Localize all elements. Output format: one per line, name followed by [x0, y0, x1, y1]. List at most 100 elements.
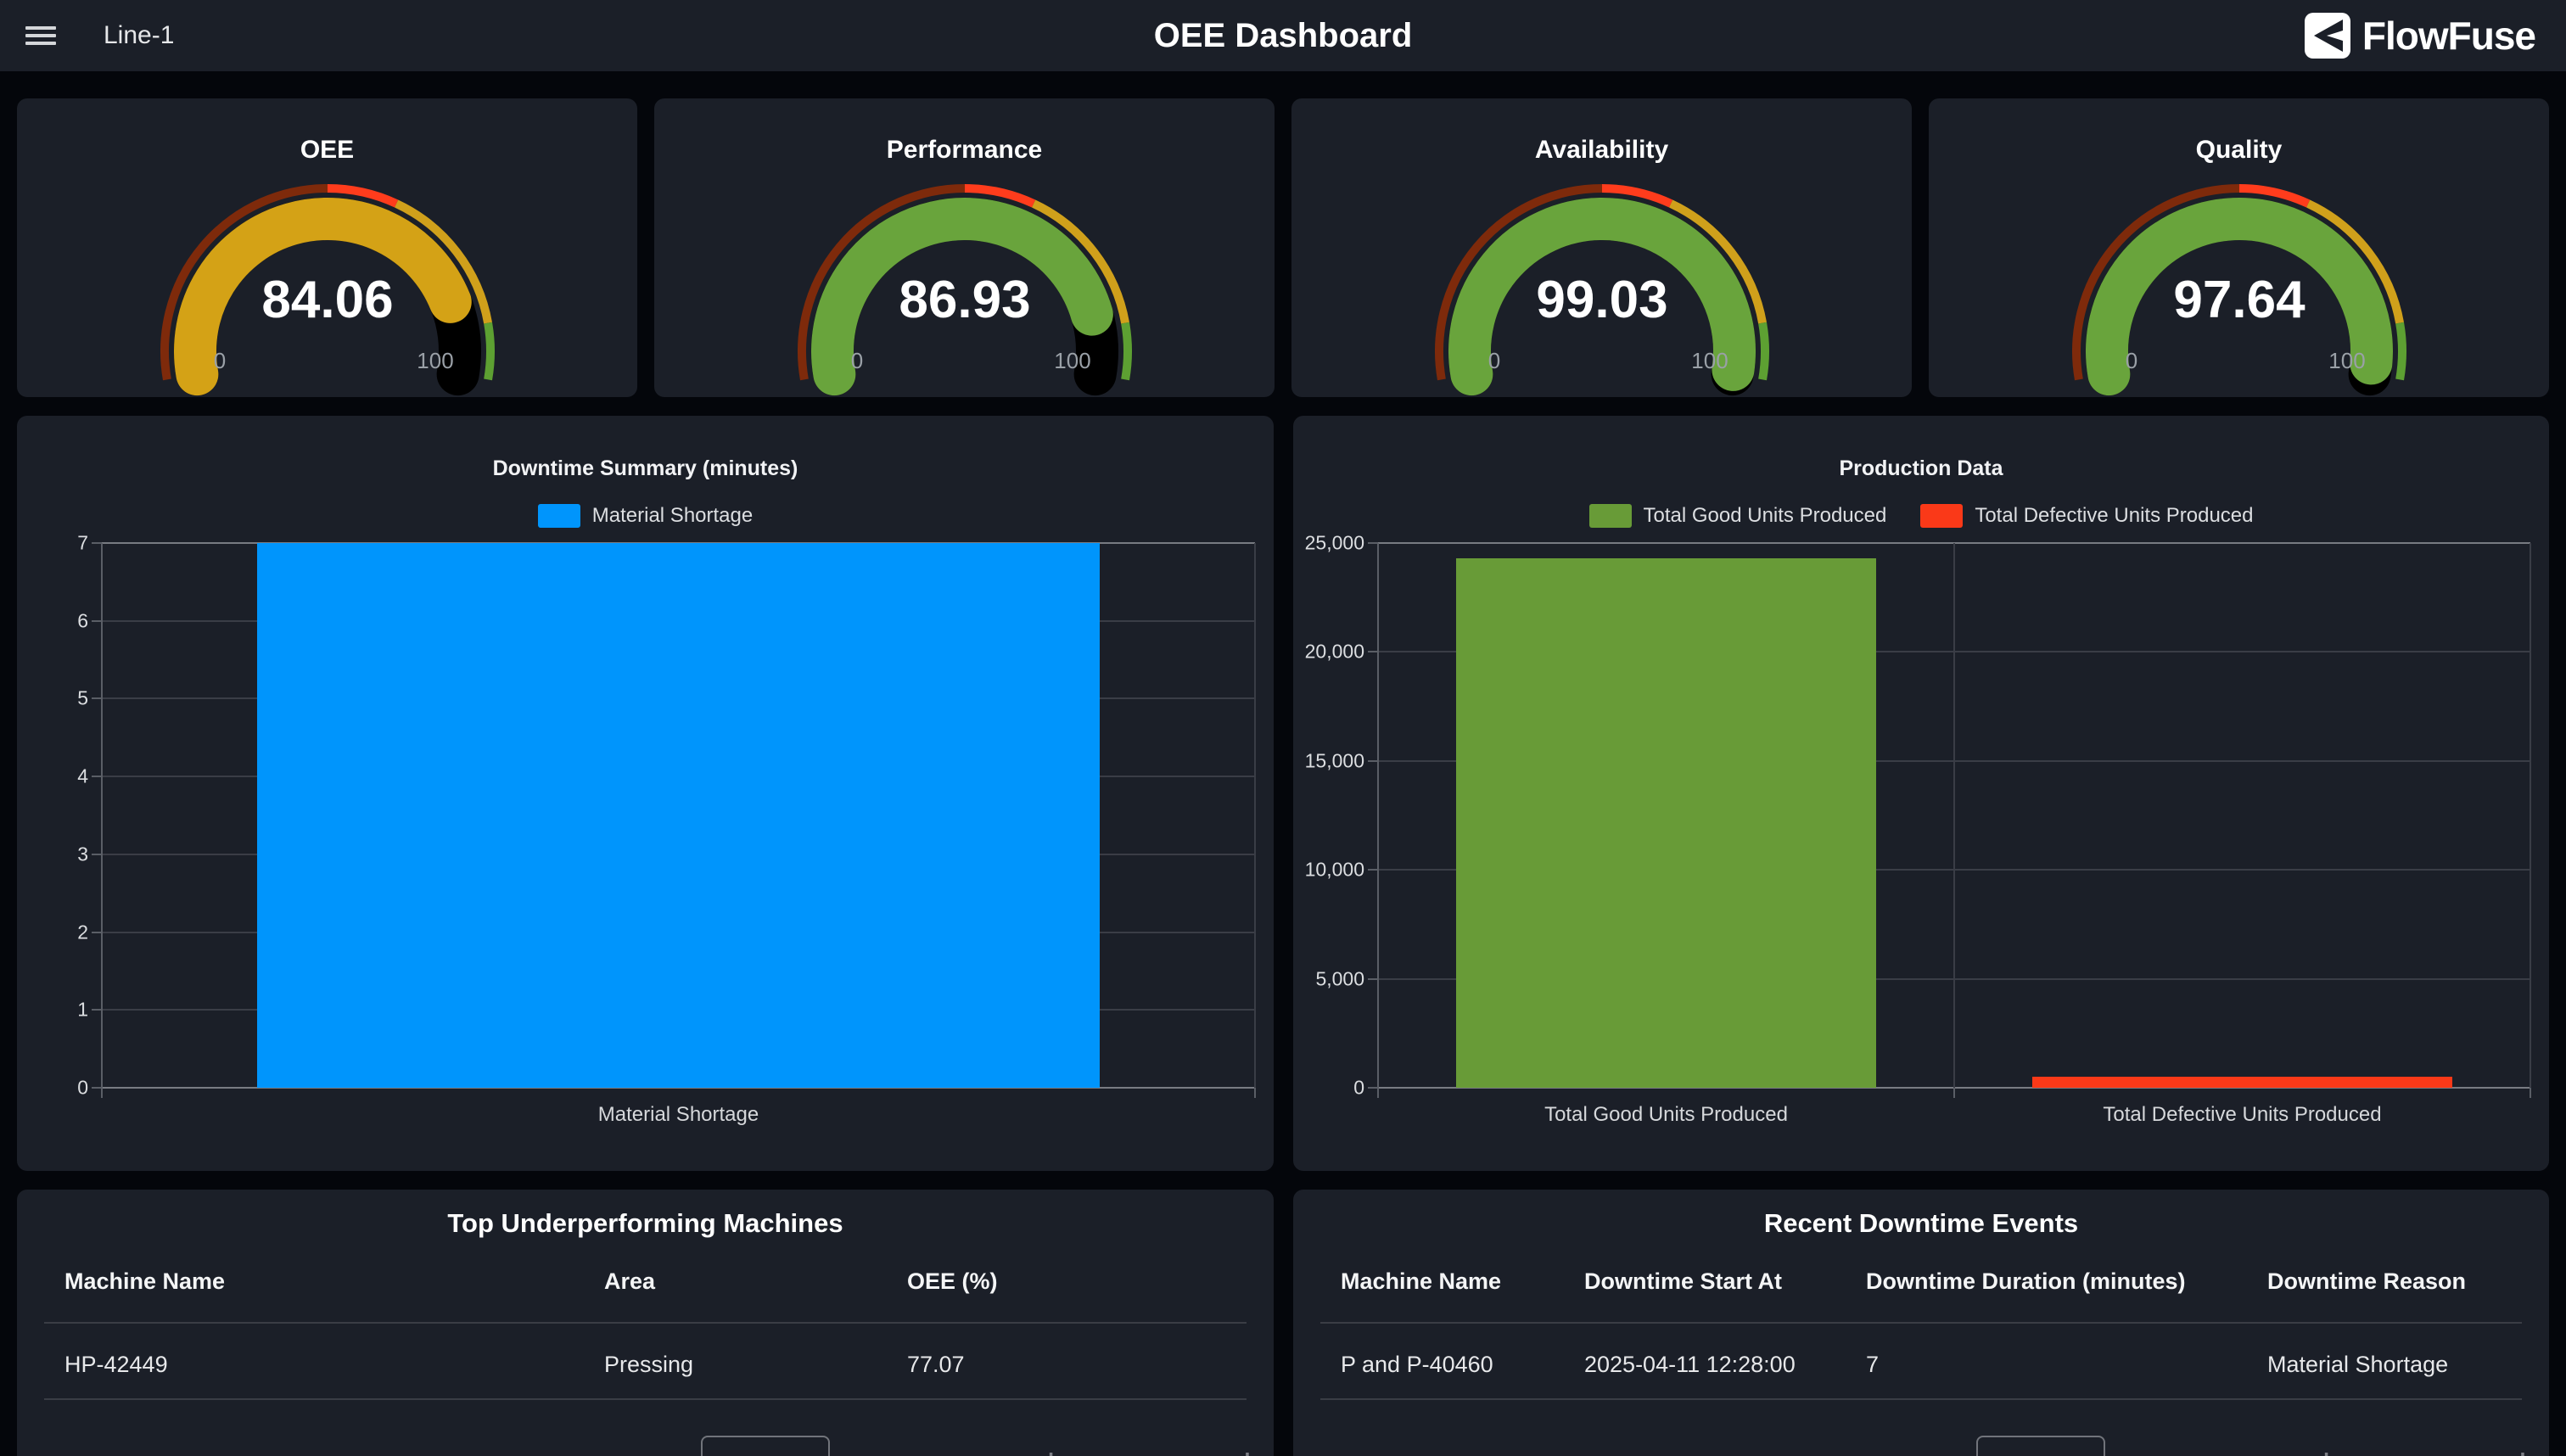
gauge-max-label: 100: [2328, 348, 2365, 373]
gauge-max-label: 100: [1054, 348, 1090, 373]
y-tick-icon: [92, 931, 102, 933]
y-tick-icon: [92, 1009, 102, 1011]
gauge-value: 97.64: [2173, 271, 2305, 329]
bar-material-shortage[interactable]: [257, 543, 1100, 1088]
table-cell: 77.07: [907, 1352, 965, 1377]
divider: [44, 1322, 1247, 1324]
x-gridline: [1254, 543, 1256, 1088]
table-cell: 2025-04-11 12:28:00: [1584, 1352, 1796, 1377]
page-size-select[interactable]: 5: [1976, 1436, 2106, 1456]
gauge-title: Performance: [886, 136, 1043, 164]
gauge-zone: [394, 199, 492, 324]
page-range-label: 1-1 of 1: [2186, 1455, 2261, 1456]
x-tick-icon: [1377, 1088, 1379, 1098]
column-header-downtime-reason: Downtime Reason: [2267, 1268, 2467, 1294]
page-size-select[interactable]: 5: [701, 1436, 831, 1456]
legend-label: Material Shortage: [591, 504, 754, 527]
gauge-value: 86.93: [899, 271, 1030, 329]
y-tick-icon: [92, 542, 102, 544]
table-row[interactable]: HP-42449 Pressing 77.07: [64, 1344, 1248, 1385]
legend-label: Total Defective Units Produced: [1975, 504, 2254, 527]
legend-item[interactable]: Total Defective Units Produced: [1920, 504, 2254, 528]
x-category-label: Material Shortage: [597, 1103, 759, 1126]
gauge-title: Quality: [2195, 136, 2283, 164]
y-gridline: [102, 1087, 1255, 1089]
brand-logo: FlowFuse: [2304, 13, 2536, 59]
gauge-zone: [2305, 199, 2404, 324]
y-tick-icon: [92, 697, 102, 700]
gauge-value-arc: [810, 198, 1113, 396]
x-tick-icon: [101, 1088, 103, 1098]
plot-area: 0 5,000 10,000 15,000 20,000 25,000 Total Good…: [1305, 532, 2531, 1126]
gauge-value: 99.03: [1536, 271, 1667, 329]
gauge-min-label: 0: [850, 348, 862, 373]
table-row[interactable]: P and P-40460 2025-04-11 12:28:00 7 Materia…: [1341, 1344, 2524, 1385]
table-header-row: Machine Name Downtime Start At Downtime Du…: [1341, 1261, 2524, 1302]
legend-swatch-icon: [1588, 504, 1632, 528]
y-tick-label: 20,000: [1304, 640, 1364, 663]
gauge-max-label: 100: [1691, 348, 1728, 373]
gauge-zone: [797, 184, 965, 381]
gauge-card-quality: Quality 97.64 0 100: [1929, 98, 2549, 397]
last-page-icon[interactable]: ›|: [1227, 1436, 1253, 1456]
bar-total-defective-units-produced[interactable]: [2031, 1077, 2453, 1088]
next-page-icon[interactable]: ›: [2446, 1436, 2460, 1456]
divider: [1320, 1398, 2522, 1400]
divider: [1320, 1322, 2522, 1324]
gauge-title: OEE: [300, 136, 355, 164]
brand-name: FlowFuse: [2362, 14, 2536, 58]
column-header-downtime-start-at: Downtime Start At: [1584, 1268, 1783, 1294]
legend-item[interactable]: Material Shortage: [537, 504, 754, 528]
x-gridline: [2530, 543, 2531, 1088]
gauge-min-label: 0: [2125, 348, 2137, 373]
previous-page-icon[interactable]: ‹: [1113, 1436, 1128, 1456]
page-size-value: 5: [728, 1437, 741, 1456]
gauge-card-performance: Performance 86.93 0 100: [654, 98, 1275, 397]
column-header-machine-name: Machine Name: [1341, 1268, 1502, 1294]
page-size-value: 5: [2003, 1437, 2016, 1456]
flowfuse-icon: [2304, 13, 2350, 59]
gauge-min-label: 0: [213, 348, 225, 373]
gauge-title: Availability: [1534, 136, 1669, 164]
menu-icon[interactable]: [25, 19, 59, 53]
gauge-value-arc: [2085, 198, 2393, 396]
plot-area: 0 1 2 3 4 5 6 7 Material Shortage: [77, 532, 1256, 1126]
gauge-zone: [964, 184, 1035, 208]
y-tick-label: 2: [77, 921, 88, 944]
gauge-value-arc: [173, 198, 472, 396]
previous-page-icon[interactable]: ‹: [2389, 1436, 2403, 1456]
legend-swatch-icon: [1920, 504, 1964, 528]
first-page-icon[interactable]: |‹: [1045, 1436, 1072, 1456]
table-title: Top Underperforming Machines: [447, 1208, 843, 1238]
y-tick-label: 0: [1353, 1076, 1364, 1099]
column-header-area: Area: [604, 1268, 656, 1294]
column-header-downtime-duration-minutes: Downtime Duration (minutes): [1866, 1268, 2186, 1294]
oee-gauge: 84.06 0 100: [160, 184, 495, 396]
nav-page-label[interactable]: Line-1: [104, 21, 175, 49]
items-per-page-label: Items per page:: [1801, 1455, 1955, 1456]
table-header-row: Machine Name Area OEE (%): [64, 1261, 1248, 1302]
x-tick-icon: [2530, 1088, 2531, 1098]
x-gridline: [101, 543, 103, 1088]
gauge-zone: [1120, 322, 1132, 381]
y-tick-icon: [92, 853, 102, 855]
next-page-icon[interactable]: ›: [1170, 1436, 1185, 1456]
legend-item[interactable]: Total Good Units Produced: [1588, 504, 1886, 528]
paginator: Items per page: 5 1-1 of 1 |‹ ‹ › ›|: [1293, 1417, 2529, 1456]
chart-title: Downtime Summary (minutes): [492, 456, 798, 480]
y-tick-icon: [1368, 977, 1378, 980]
bar-total-good-units-produced[interactable]: [1455, 557, 1877, 1088]
gauge-zone: [2071, 184, 2239, 381]
last-page-icon[interactable]: ›|: [2502, 1436, 2529, 1456]
gauge-zone: [2395, 322, 2406, 381]
gauge-zone: [1757, 322, 1769, 381]
y-tick-label: 5,000: [1315, 967, 1364, 990]
recent-downtime-events-table-card: Recent Downtime Events Machine Name Downti…: [1293, 1190, 2549, 1456]
column-header-oee: OEE (%): [907, 1268, 998, 1294]
gauge-zone: [1601, 184, 1672, 208]
gauge-max-label: 100: [417, 348, 453, 373]
app-header: Line-1 OEE Dashboard FlowFuse: [0, 0, 2566, 71]
first-page-icon[interactable]: |‹: [2321, 1436, 2347, 1456]
y-tick-icon: [1368, 542, 1378, 544]
